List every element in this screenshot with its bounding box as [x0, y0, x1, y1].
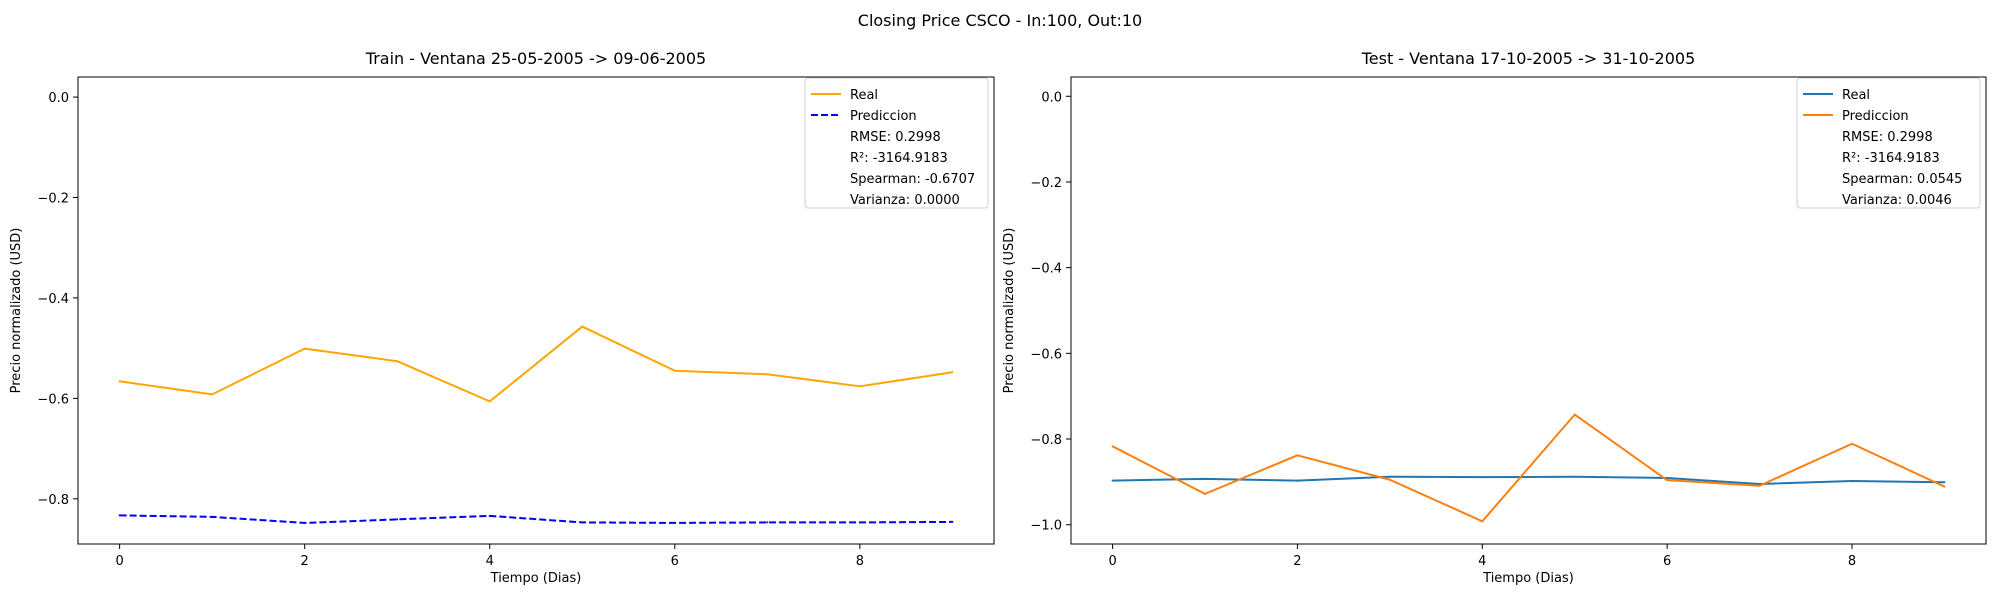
data-point-prediccion	[1296, 454, 1299, 457]
data-point-prediccion	[858, 521, 861, 524]
data-point-real	[1850, 480, 1853, 483]
data-point-real	[858, 385, 861, 388]
data-point-real	[1296, 479, 1299, 482]
data-point-prediccion	[1850, 442, 1853, 445]
legend-stat: Varianza: 0.0046	[1842, 193, 1952, 208]
axes-frame	[77, 76, 995, 545]
data-point-real	[1204, 477, 1207, 480]
data-point-real	[303, 347, 306, 350]
data-point-prediccion	[211, 515, 214, 518]
data-point-prediccion	[1204, 492, 1207, 495]
legend-label: Real	[1842, 88, 1870, 103]
data-point-real	[396, 360, 399, 363]
x-tick-label: 4	[486, 554, 494, 569]
data-point-real	[488, 400, 491, 403]
axes-frame	[1070, 76, 1987, 545]
data-point-real	[1666, 477, 1669, 480]
data-point-real	[951, 371, 954, 374]
x-tick-label: 6	[1663, 554, 1671, 569]
x-axis-label: Tiempo (Dias)	[490, 571, 582, 586]
legend-box	[804, 77, 989, 209]
x-tick-label: 8	[1848, 554, 1856, 569]
legend-stat: RMSE: 0.2998	[1842, 130, 1933, 145]
data-point-real	[1943, 481, 1946, 484]
data-point-prediccion	[673, 521, 676, 524]
legend-stat: R²: -3164.9183	[850, 151, 948, 166]
y-tick-label: −0.8	[1030, 433, 1062, 448]
x-tick-label: 4	[1478, 554, 1486, 569]
series-line-prediccion	[119, 514, 953, 524]
legend-stat: R²: -3164.9183	[1842, 151, 1940, 166]
test-chart-panel: Test - Ventana 17-10-2005 -> 31-10-2005 0…	[1002, 49, 1987, 586]
data-point-prediccion	[951, 520, 954, 523]
data-point-real	[1388, 475, 1391, 478]
data-point-prediccion	[303, 521, 306, 524]
data-point-prediccion	[118, 514, 121, 517]
data-point-prediccion	[396, 518, 399, 521]
y-tick-label: 0.0	[48, 91, 69, 106]
y-tick-label: −0.6	[1030, 347, 1062, 362]
data-point-prediccion	[1666, 479, 1669, 482]
legend-label: Prediccion	[850, 109, 917, 124]
x-tick-label: 2	[301, 554, 309, 569]
y-tick-label: −0.4	[37, 292, 69, 307]
figure-suptitle: Closing Price CSCO - In:100, Out:10	[858, 11, 1142, 30]
data-point-prediccion	[581, 521, 584, 524]
legend-label: Prediccion	[1842, 109, 1909, 124]
x-tick-label: 0	[115, 554, 123, 569]
x-axis-label: Tiempo (Dias)	[1482, 571, 1574, 586]
train-chart-panel: Train - Ventana 25-05-2005 -> 09-06-2005…	[9, 49, 995, 586]
data-point-prediccion	[1573, 413, 1576, 416]
legend-label: Real	[850, 88, 878, 103]
y-tick-label: −0.8	[37, 493, 69, 508]
data-point-prediccion	[1388, 478, 1391, 481]
data-point-real	[581, 325, 584, 328]
data-point-prediccion	[1758, 484, 1761, 487]
x-tick-label: 6	[671, 554, 679, 569]
data-point-prediccion	[1943, 485, 1946, 488]
y-tick-label: −0.2	[37, 192, 69, 207]
series-line-real	[1112, 475, 1945, 486]
data-point-real	[211, 393, 214, 396]
data-point-prediccion	[1111, 445, 1114, 448]
y-tick-label: 0.0	[1041, 90, 1062, 105]
y-axis-label: Precio normalizado (USD)	[9, 228, 24, 394]
x-tick-label: 8	[856, 554, 864, 569]
y-tick-label: −0.2	[1030, 176, 1062, 191]
x-tick-label: 0	[1108, 554, 1116, 569]
legend-stat: Varianza: 0.0000	[850, 193, 960, 208]
y-tick-label: −0.4	[1030, 262, 1062, 277]
series-line-real	[119, 325, 953, 403]
data-point-real	[766, 373, 769, 376]
legend-stat: Spearman: 0.0545	[1842, 172, 1962, 187]
data-point-real	[673, 369, 676, 372]
x-tick-label: 2	[1293, 554, 1301, 569]
data-point-prediccion	[488, 514, 491, 517]
y-axis-label: Precio normalizado (USD)	[1002, 228, 1017, 394]
series-line-prediccion	[1112, 413, 1945, 523]
chart-title: Train - Ventana 25-05-2005 -> 09-06-2005	[365, 49, 706, 68]
y-tick-label: −0.6	[37, 392, 69, 407]
data-point-prediccion	[766, 521, 769, 524]
data-point-real	[1573, 475, 1576, 478]
y-tick-label: −1.0	[1030, 519, 1062, 534]
data-point-real	[1111, 479, 1114, 482]
data-point-real	[118, 380, 121, 383]
chart-title: Test - Ventana 17-10-2005 -> 31-10-2005	[1361, 49, 1696, 68]
legend-stat: RMSE: 0.2998	[850, 130, 941, 145]
legend-box	[1796, 77, 1981, 209]
data-point-real	[1481, 476, 1484, 479]
data-point-prediccion	[1481, 520, 1484, 523]
legend-stat: Spearman: -0.6707	[850, 172, 975, 187]
